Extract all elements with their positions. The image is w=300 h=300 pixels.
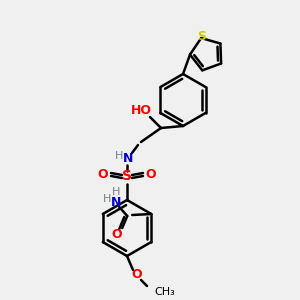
- Text: H: H: [115, 151, 123, 161]
- Text: N: N: [111, 196, 122, 208]
- Text: O: O: [146, 168, 156, 181]
- Text: O: O: [132, 268, 142, 281]
- Text: H: H: [103, 194, 111, 204]
- Text: N: N: [123, 152, 133, 164]
- Text: O: O: [111, 227, 122, 241]
- Text: HO: HO: [130, 103, 152, 116]
- Text: O: O: [98, 168, 108, 181]
- Text: H: H: [112, 187, 120, 197]
- Text: S: S: [122, 169, 132, 184]
- Text: S: S: [197, 29, 206, 43]
- Text: CH₃: CH₃: [154, 287, 175, 297]
